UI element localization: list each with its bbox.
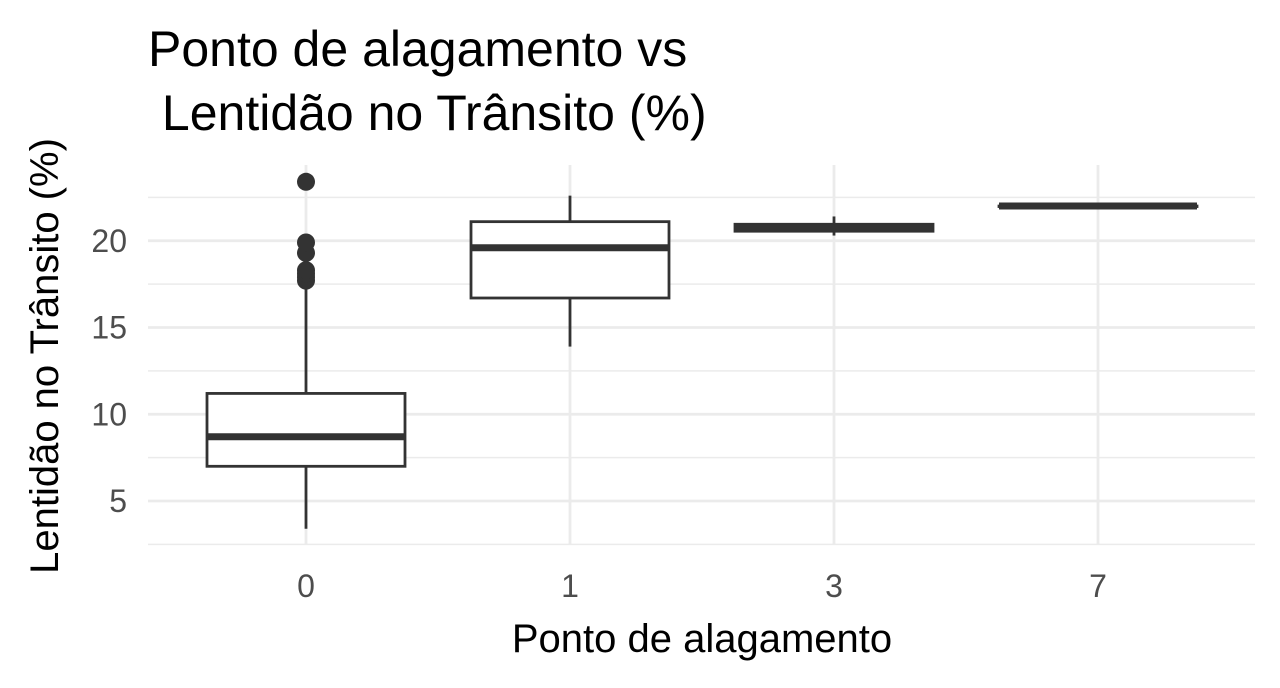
- y-tick-label: 15: [91, 310, 127, 346]
- box-0: [205, 172, 407, 529]
- y-tick-label: 20: [91, 223, 127, 259]
- x-tick-label: 3: [825, 568, 843, 604]
- x-tick-labels: 0 1 3 7: [297, 568, 1107, 604]
- boxes: [205, 172, 1199, 529]
- outlier-point: [297, 261, 315, 280]
- y-tick-label: 10: [91, 396, 127, 432]
- box-3: [733, 216, 935, 236]
- y-tick-labels: 5 10 15 20: [91, 223, 127, 519]
- x-tick-label: 1: [561, 568, 579, 604]
- box-iqr: [469, 220, 671, 300]
- outlier-point: [297, 172, 315, 191]
- box-iqr: [205, 392, 407, 468]
- chart-title-line-2: Lentidão no Trânsito (%): [148, 85, 707, 141]
- outlier-point: [297, 233, 315, 252]
- x-tick-label: 7: [1089, 568, 1107, 604]
- box-1: [469, 195, 671, 347]
- x-tick-label: 0: [297, 568, 315, 604]
- chart-title-line-1: Ponto de alagamento vs: [148, 21, 687, 77]
- x-axis-title: Ponto de alagamento: [512, 617, 892, 661]
- grid: [148, 165, 1255, 546]
- y-axis-title: Lentidão no Trânsito (%): [23, 138, 67, 574]
- box-7: [997, 202, 1199, 210]
- y-tick-label: 5: [109, 483, 127, 519]
